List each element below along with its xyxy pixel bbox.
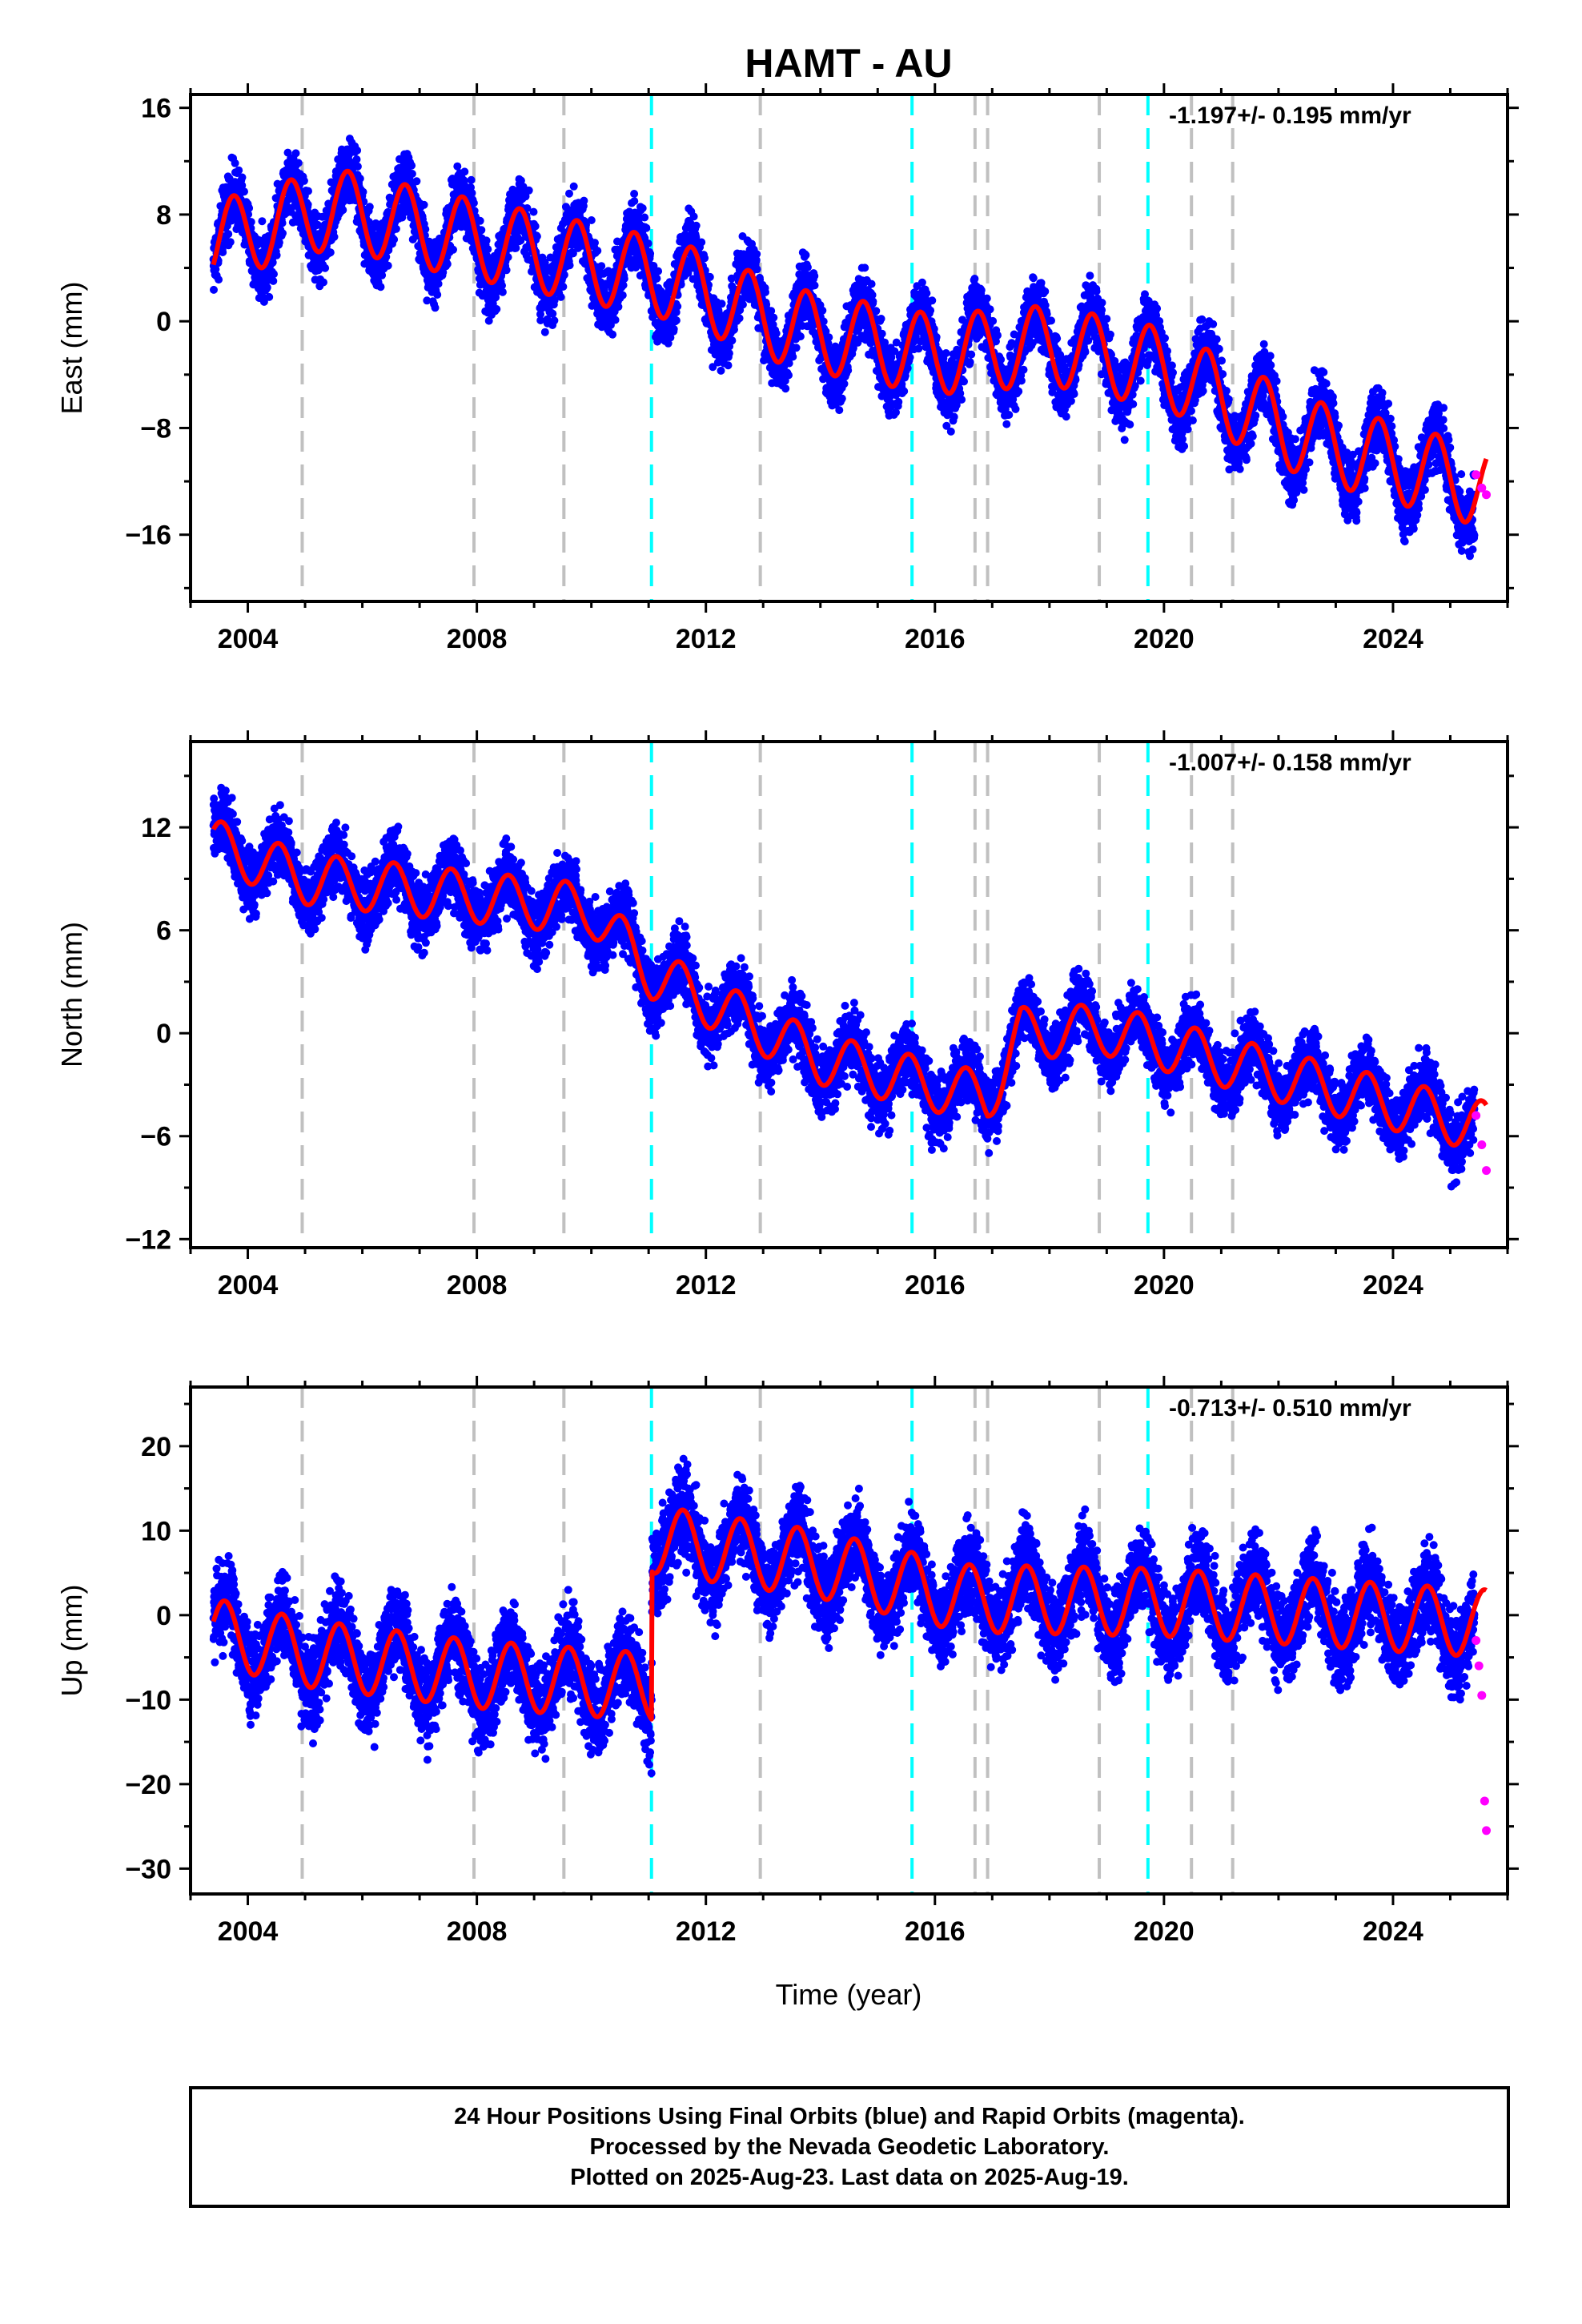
rapid-orbit-point — [1472, 1111, 1481, 1120]
y-tick-label: 8 — [156, 200, 171, 231]
x-tick-label: 2020 — [1134, 624, 1195, 654]
y-tick-label: 0 — [156, 307, 171, 337]
x-tick-label: 2016 — [905, 624, 966, 654]
rapid-orbit-point — [1472, 1636, 1481, 1645]
rapid-orbit-point — [1482, 490, 1492, 500]
caption-box: 24 Hour Positions Using Final Orbits (bl… — [189, 2086, 1510, 2208]
rapid-orbit-point — [1477, 1140, 1487, 1149]
chart-title: HAMT - AU — [745, 41, 952, 86]
x-tick-label: 2008 — [447, 1270, 508, 1301]
y-tick-label: −16 — [125, 521, 171, 551]
y-tick-label: 0 — [156, 1601, 171, 1631]
plot-area — [209, 1387, 1492, 1894]
y-tick-label: 20 — [141, 1432, 171, 1462]
plot-frame — [189, 1385, 1509, 1896]
final-orbit-points — [209, 135, 1479, 561]
velocity-annotation: -0.713+/- 0.510 mm/yr — [1169, 1395, 1411, 1421]
x-tick-label: 2012 — [676, 624, 737, 654]
y-tick-label: 16 — [141, 94, 171, 124]
x-tick-label: 2016 — [905, 1270, 966, 1301]
x-tick-label: 2016 — [905, 1916, 966, 1947]
plot-area — [209, 742, 1492, 1248]
rapid-orbit-point — [1472, 470, 1481, 480]
x-axis-label: Time (year) — [776, 1978, 922, 2011]
caption-line-2: Processed by the Nevada Geodetic Laborat… — [589, 2134, 1110, 2160]
x-tick-label: 2024 — [1363, 1270, 1423, 1301]
x-tick-label: 2008 — [447, 1916, 508, 1947]
x-tick-label: 2012 — [676, 1916, 737, 1947]
y-tick-label: −12 — [125, 1224, 171, 1255]
y-axis-label: North (mm) — [55, 922, 88, 1068]
y-tick-label: 0 — [156, 1019, 171, 1049]
velocity-annotation: -1.007+/- 0.158 mm/yr — [1169, 750, 1411, 776]
y-tick-label: −30 — [125, 1854, 171, 1884]
panel-east: 2004 2008 2012 2016 2020 2024 16 8 0 −8 −16 East (m… — [55, 83, 1519, 654]
rapid-orbit-point — [1482, 1826, 1492, 1835]
rapid-orbit-point — [1477, 483, 1487, 493]
model-fit-line — [211, 1507, 1488, 1722]
x-tick-label: 2008 — [447, 624, 508, 654]
y-axis-label: East (mm) — [55, 282, 88, 415]
model-fit-line — [211, 168, 1489, 525]
y-tick-label: −6 — [140, 1122, 171, 1152]
rapid-orbit-point — [1480, 1796, 1489, 1806]
caption-line-3: Plotted on 2025-Aug-23. Last data on 202… — [570, 2165, 1129, 2190]
y-tick-label: −10 — [125, 1685, 171, 1715]
x-tick-label: 2004 — [218, 624, 279, 654]
plot-area — [209, 94, 1492, 601]
caption-line-1: 24 Hour Positions Using Final Orbits (bl… — [454, 2104, 1245, 2129]
y-tick-label: 6 — [156, 916, 171, 947]
y-axis-label: Up (mm) — [55, 1585, 88, 1697]
x-tick-label: 2020 — [1134, 1916, 1195, 1947]
velocity-annotation: -1.197+/- 0.195 mm/yr — [1169, 103, 1411, 129]
panel-up: 2004 2008 2012 2016 2020 2024 20 10 0 −10 −20 −30 Up… — [55, 1376, 1519, 1947]
y-tick-label: 10 — [141, 1516, 171, 1546]
x-tick-label: 2024 — [1363, 624, 1423, 654]
rapid-orbit-point — [1474, 1661, 1484, 1671]
plot-frame — [189, 93, 1509, 603]
panel-north: 2004 2008 2012 2016 2020 2024 12 6 0 −6 −12 North (… — [55, 730, 1519, 1301]
y-tick-label: 12 — [141, 813, 171, 843]
x-tick-label: 2012 — [676, 1270, 737, 1301]
y-tick-label: −20 — [125, 1770, 171, 1800]
rapid-orbit-point — [1482, 1166, 1492, 1176]
final-orbit-points — [209, 783, 1479, 1191]
x-tick-label: 2004 — [218, 1270, 279, 1301]
model-fit-line — [211, 819, 1489, 1148]
final-orbit-points — [209, 1454, 1479, 1778]
rapid-orbit-point — [1477, 1691, 1487, 1700]
x-tick-label: 2004 — [218, 1916, 279, 1947]
x-tick-label: 2024 — [1363, 1916, 1423, 1947]
x-tick-label: 2020 — [1134, 1270, 1195, 1301]
y-tick-label: −8 — [140, 413, 171, 444]
plot-frame — [189, 740, 1509, 1249]
